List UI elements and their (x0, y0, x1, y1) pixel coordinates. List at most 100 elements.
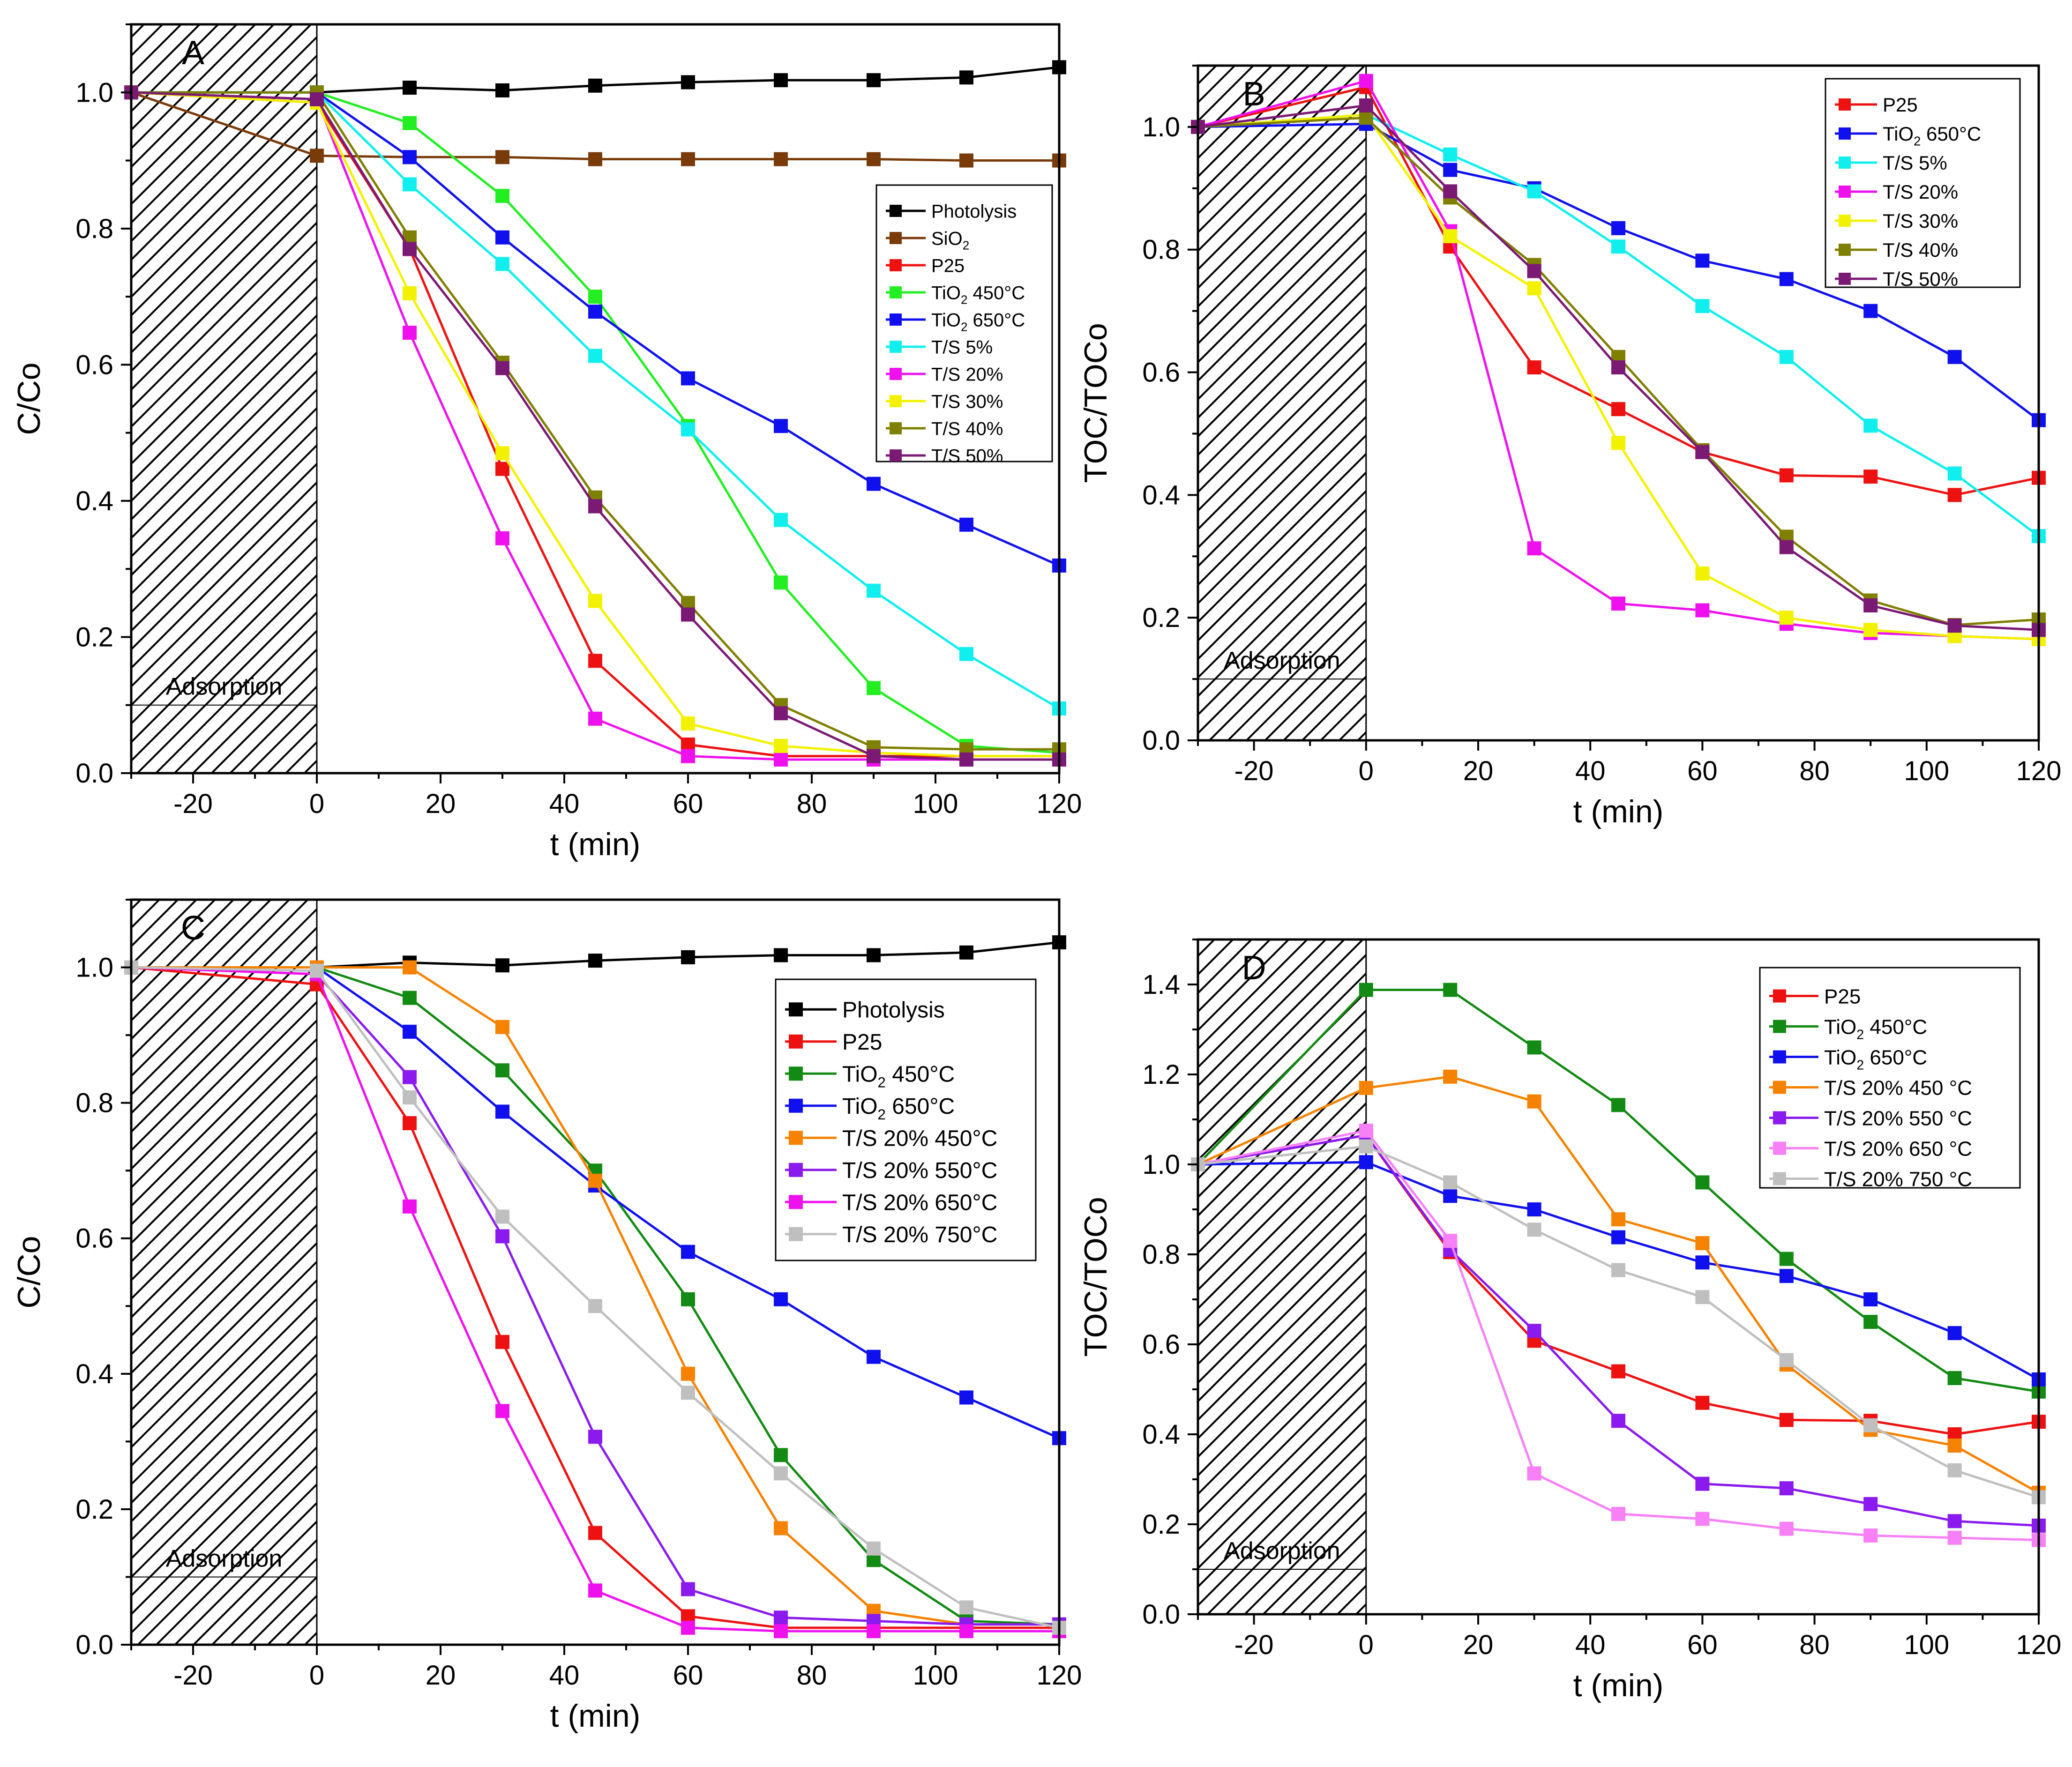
panel-c-x-tick-label: 0 (309, 1660, 324, 1691)
panel-d-legend-box (1759, 967, 2021, 1189)
panel-d-adsorption-region (1197, 939, 1367, 1615)
panel-d-series-tio2-650-c-point (1863, 1292, 1878, 1306)
panel-a-series-t-s-20-point (495, 531, 509, 545)
panel-d-series-tio2-650-c-point (1527, 1202, 1541, 1216)
panel-a-series-p25-point (495, 462, 509, 476)
panel-d-series-t-s-20-650-c-point (1863, 1528, 1878, 1543)
panel-b-legend-marker (1839, 273, 1851, 285)
panel-c-series-t-s-20-550-c-line (131, 966, 1059, 1626)
panel-d-series-t-s-20-650-c-point (1527, 1466, 1541, 1481)
panel-c-y-tick-label: 0.4 (75, 1359, 113, 1389)
panel-a-series-p25-point (588, 654, 602, 668)
panel-c-legend-label-tio2-450-c: TiO2 450°C (842, 1062, 955, 1091)
panel-c-series-tio2-450-c-point (403, 991, 417, 1005)
panel-d-legend-marker (1773, 1020, 1786, 1033)
panel-a-series-tio2-650-c-point (681, 371, 695, 386)
panel-c-x-tick-label: -20 (173, 1660, 213, 1691)
panel-b-plot-frame (1197, 64, 2040, 742)
panel-d-legend-marker (1773, 1050, 1786, 1064)
panel-a-legend-marker (890, 368, 902, 380)
panel-c-series-photolysis-point (495, 958, 509, 973)
panel-c-series-t-s-20-650-c-point (867, 1624, 881, 1639)
panel-c-legend-label-t-s-20-750-c: T/S 20% 750°C (842, 1223, 997, 1247)
panel-c-legend-marker (789, 1002, 803, 1017)
panel-c-x-tick-label: 60 (673, 1660, 703, 1691)
panel-b-series-tio2-650-c-point (1947, 350, 1962, 364)
panel-d-legend-label-t-s-20-750-c: T/S 20% 750 °C (1824, 1168, 1972, 1191)
panel-b-x-tick-label: 120 (2016, 756, 2062, 786)
panel-a-legend-label-sio2: SiO2 (931, 228, 969, 252)
panel-d-series-tio2-650-c-point (1695, 1255, 1710, 1270)
panel-a-series-tio2-450-c-point (403, 116, 417, 130)
panel-a-series-sio2-point (310, 149, 324, 163)
panel-c-legend-marker (789, 1131, 803, 1145)
panel-d-y-tick-label: 0.0 (1142, 1599, 1180, 1630)
panel-d-series-p25-point (1779, 1413, 1794, 1427)
panel-c-series-tio2-450-c-point (774, 1448, 788, 1462)
panel-c-series-t-s-20-550-c-point (495, 1229, 509, 1244)
panel-a-series-t-s-30-point (774, 738, 788, 753)
panel-a-series-photolysis-point (588, 78, 602, 93)
panel-a-legend-marker (890, 286, 902, 298)
panel-a-legend-marker (890, 422, 902, 434)
panel-d-series-t-s-20-550-c-point (1947, 1514, 1962, 1528)
panel-c-series-photolysis-line (131, 941, 1060, 969)
panel-d-series-t-s-20-650-c-point (1443, 1234, 1458, 1248)
panel-a-legend-label-t-s-50: T/S 50% (931, 446, 1003, 466)
panel-d-series-t-s-20-650-c-point (1947, 1530, 1962, 1545)
panel-c-series-tio2-450-c-point (495, 1063, 509, 1078)
panel-d-y-tick-label: 0.4 (1142, 1419, 1180, 1450)
panel-a-series-t-s-20-point (681, 749, 695, 763)
panel-c-series-photolysis-point (774, 948, 788, 962)
panel-d-series-t-s-20-650-c-point (1611, 1506, 1625, 1521)
panel-c-series-tio2-650-c-point (495, 1104, 509, 1119)
panel-d-series-tio2-650-c-point (1611, 1230, 1625, 1245)
panel-c-series-photolysis-point (588, 954, 602, 968)
panel-d-x-tick-label: 60 (1687, 1630, 1718, 1660)
panel-a-series-t-s-50-point (495, 361, 509, 375)
panel-c-series-t-s-20-750-c-point (774, 1466, 788, 1481)
panel-d-legend-label-tio2-450-c: TiO2 450°C (1824, 1015, 1927, 1042)
panel-a-legend-marker (890, 232, 902, 244)
panel-c-y-tick-label: 0.0 (75, 1630, 113, 1660)
panel-c-series-t-s-20-650-c-point (681, 1620, 695, 1635)
panel-a-x-tick-label: 60 (673, 789, 703, 819)
panel-d-x-tick-label: 120 (2016, 1630, 2062, 1660)
panel-b-series-t-s-30-point (1863, 623, 1878, 637)
panel-d-legend-label-t-s-20-650-c: T/S 20% 650 °C (1824, 1137, 1972, 1160)
panel-c-y-axis-title: C/Co (11, 1236, 47, 1309)
panel-b-legend-label-tio2-650-c: TiO2 650°C (1883, 123, 1981, 149)
panel-d-adsorption-label: Adsorption (1224, 1537, 1340, 1565)
panel-d-series-t-s-20-750-c-point (1863, 1418, 1878, 1432)
panel-d-series-t-s-20-550-c-point (1779, 1481, 1794, 1496)
panel-d-legend-label-tio2-650-c: TiO2 650°C (1824, 1046, 1927, 1073)
panel-a-legend-marker (890, 341, 902, 353)
panel-c-legend-label-t-s-20-450-c: T/S 20% 450°C (842, 1126, 997, 1151)
panel-b-y-axis-title: TOC/TOCo (1078, 323, 1114, 483)
panel-b-series-p25-point (1863, 470, 1878, 484)
panel-c-plot-frame (130, 898, 1061, 1646)
panel-b-x-tick-label: 20 (1463, 756, 1494, 786)
panel-c-series-t-s-20-650-c-point (495, 1404, 509, 1418)
panel-c-series-tio2-450-c-line (131, 966, 1060, 1626)
panel-b-x-tick-label: 100 (1904, 756, 1949, 786)
panel-a-legend-label-photolysis: Photolysis (931, 201, 1017, 222)
panel-b-series-t-s-50-point (1695, 445, 1710, 459)
panel-a-series-t-s-20-point (588, 711, 602, 726)
panel-c-series-t-s-20-750-c-line (131, 966, 1060, 1629)
panel-c-adsorption-label-bg (132, 1535, 316, 1577)
panel-c-panel-letter: C (181, 910, 205, 947)
panel-d-series-t-s-20-750-c-point (1611, 1263, 1625, 1277)
panel-d-y-tick-label: 1.0 (1142, 1149, 1180, 1180)
panel-b-legend-marker (1839, 186, 1851, 198)
panel-b-x-tick-label: 60 (1687, 756, 1718, 786)
panel-a-series-t-s-5-point (403, 177, 417, 192)
panel-d-series-tio2-650-c-line (1197, 1161, 2040, 1381)
panel-d-series-t-s-20-650-c-point (1779, 1521, 1794, 1536)
panel-c-series-t-s-20-450-c-point (681, 1366, 695, 1381)
panel-d-series-t-s-20-450-c-line (1197, 1075, 2040, 1494)
panel-c-y-tick-label: 0.2 (75, 1494, 113, 1525)
panel-b-series-t-s-30-line (1197, 113, 2039, 641)
panel-d-series-t-s-20-750-c-point (1527, 1223, 1541, 1237)
panel-b-adsorption-region (1197, 65, 1367, 741)
